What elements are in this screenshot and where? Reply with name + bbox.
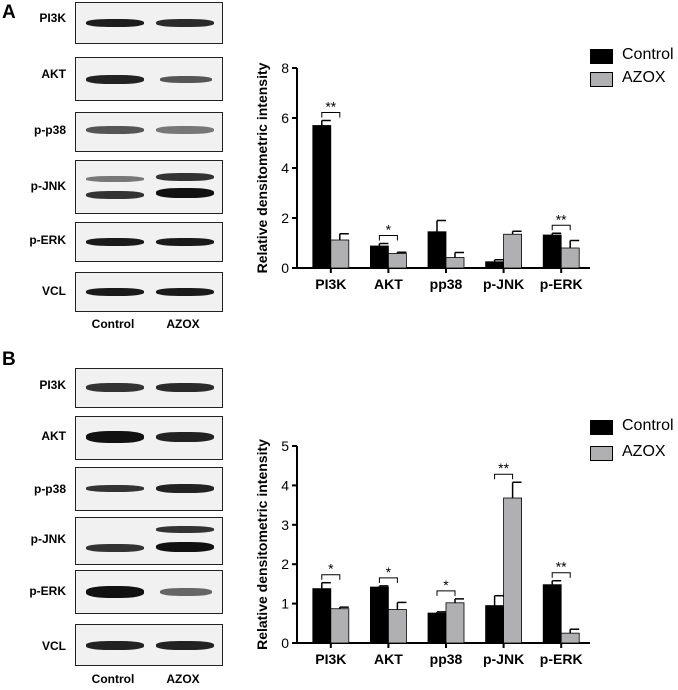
blot-strip <box>75 57 223 101</box>
x-tick-label: AKT <box>374 276 403 292</box>
y-tick-label: 2 <box>281 210 289 226</box>
significance-bracket <box>551 224 571 231</box>
x-tick-label: AKT <box>374 651 403 667</box>
blot-row-label: AKT <box>41 429 66 443</box>
significance-label: * <box>386 564 392 580</box>
blot-strip <box>75 160 223 214</box>
blot-strip <box>75 624 223 666</box>
bar-control <box>312 588 332 644</box>
blot-strip <box>75 2 223 44</box>
panel-letter-a: A <box>2 2 16 23</box>
bar-control <box>485 605 505 644</box>
y-tick-label: 4 <box>281 477 289 493</box>
legend-label-azox: AZOX <box>622 69 666 86</box>
legend-label-control: Control <box>622 417 674 434</box>
bar-azox <box>503 497 523 644</box>
blot-row-label: p-JNK <box>30 532 66 546</box>
x-tick-label: PI3K <box>315 651 346 667</box>
blot-row-label: p-ERK <box>29 584 66 598</box>
blot-strip <box>75 272 223 312</box>
lane-label-control: Control <box>91 317 135 331</box>
y-tick-label: 6 <box>281 110 289 126</box>
y-axis-label: Relative densitometric intensity <box>254 439 270 650</box>
x-tick-label: PI3K <box>315 276 346 292</box>
legend-label-azox: AZOX <box>622 443 666 460</box>
lane-label-azox: AZOX <box>166 672 200 686</box>
panel-letter-b: B <box>2 349 16 370</box>
blot-row-label: p-p38 <box>33 123 66 137</box>
significance-label: ** <box>556 559 567 575</box>
y-tick-label: 2 <box>281 556 289 572</box>
significance-bracket <box>321 574 341 580</box>
y-tick-label: 0 <box>281 635 289 651</box>
blot-strip <box>75 467 223 511</box>
y-tick-label: 8 <box>281 60 289 76</box>
legend-swatch-control <box>590 49 613 64</box>
x-tick-label: p-JNK <box>483 651 524 667</box>
bar-azox <box>560 632 580 644</box>
lane-label-azox: AZOX <box>166 317 200 331</box>
blot-strip <box>75 368 223 408</box>
blot-row-label: VCL <box>42 284 66 298</box>
significance-label: * <box>386 222 392 238</box>
significance-bracket <box>378 577 398 583</box>
y-axis-label: Relative densitometric intensity <box>254 62 270 273</box>
bar-control <box>542 584 562 644</box>
significance-bracket <box>494 473 514 480</box>
significance-bracket <box>551 572 571 578</box>
x-tick-label: p-ERK <box>540 651 583 667</box>
significance-bracket <box>436 590 456 596</box>
significance-bracket <box>378 235 398 241</box>
significance-label: ** <box>498 460 509 476</box>
y-tick-label: 4 <box>281 160 289 176</box>
significance-label: * <box>328 561 334 577</box>
significance-label: ** <box>325 99 336 115</box>
blot-row-label: AKT <box>41 67 66 81</box>
bar-azox <box>445 602 465 644</box>
lane-label-control: Control <box>91 672 135 686</box>
bar-control <box>369 586 389 644</box>
x-tick-label: p-JNK <box>483 276 524 292</box>
y-tick-label: 0 <box>281 260 289 276</box>
x-tick-label: p-ERK <box>540 276 583 292</box>
legend-label-control: Control <box>622 46 674 63</box>
legend-swatch-control <box>590 420 613 435</box>
x-tick-label: pp38 <box>430 276 463 292</box>
y-tick-label: 5 <box>281 438 289 454</box>
blot-row-label: p-p38 <box>33 482 66 496</box>
blot-row-label: p-JNK <box>30 179 66 193</box>
blot-strip <box>75 222 223 262</box>
y-tick-label: 1 <box>281 596 289 612</box>
blot-row-label: VCL <box>42 639 66 653</box>
significance-label: * <box>443 577 449 593</box>
y-tick-label: 3 <box>281 517 289 533</box>
bar-control <box>427 612 447 644</box>
blot-row-label: PI3K <box>39 378 66 392</box>
legend-swatch-azox <box>590 72 613 87</box>
blot-strip <box>75 112 223 152</box>
significance-bracket <box>321 112 341 118</box>
bar-azox <box>330 608 350 644</box>
blot-row-label: PI3K <box>39 11 66 25</box>
blot-strip <box>75 517 223 565</box>
x-tick-label: pp38 <box>430 651 463 667</box>
blot-strip <box>75 570 223 614</box>
legend-swatch-azox <box>590 446 613 461</box>
blot-strip <box>75 416 223 460</box>
bar-azox <box>387 609 407 644</box>
blot-row-label: p-ERK <box>29 233 66 247</box>
significance-label: ** <box>556 211 567 227</box>
